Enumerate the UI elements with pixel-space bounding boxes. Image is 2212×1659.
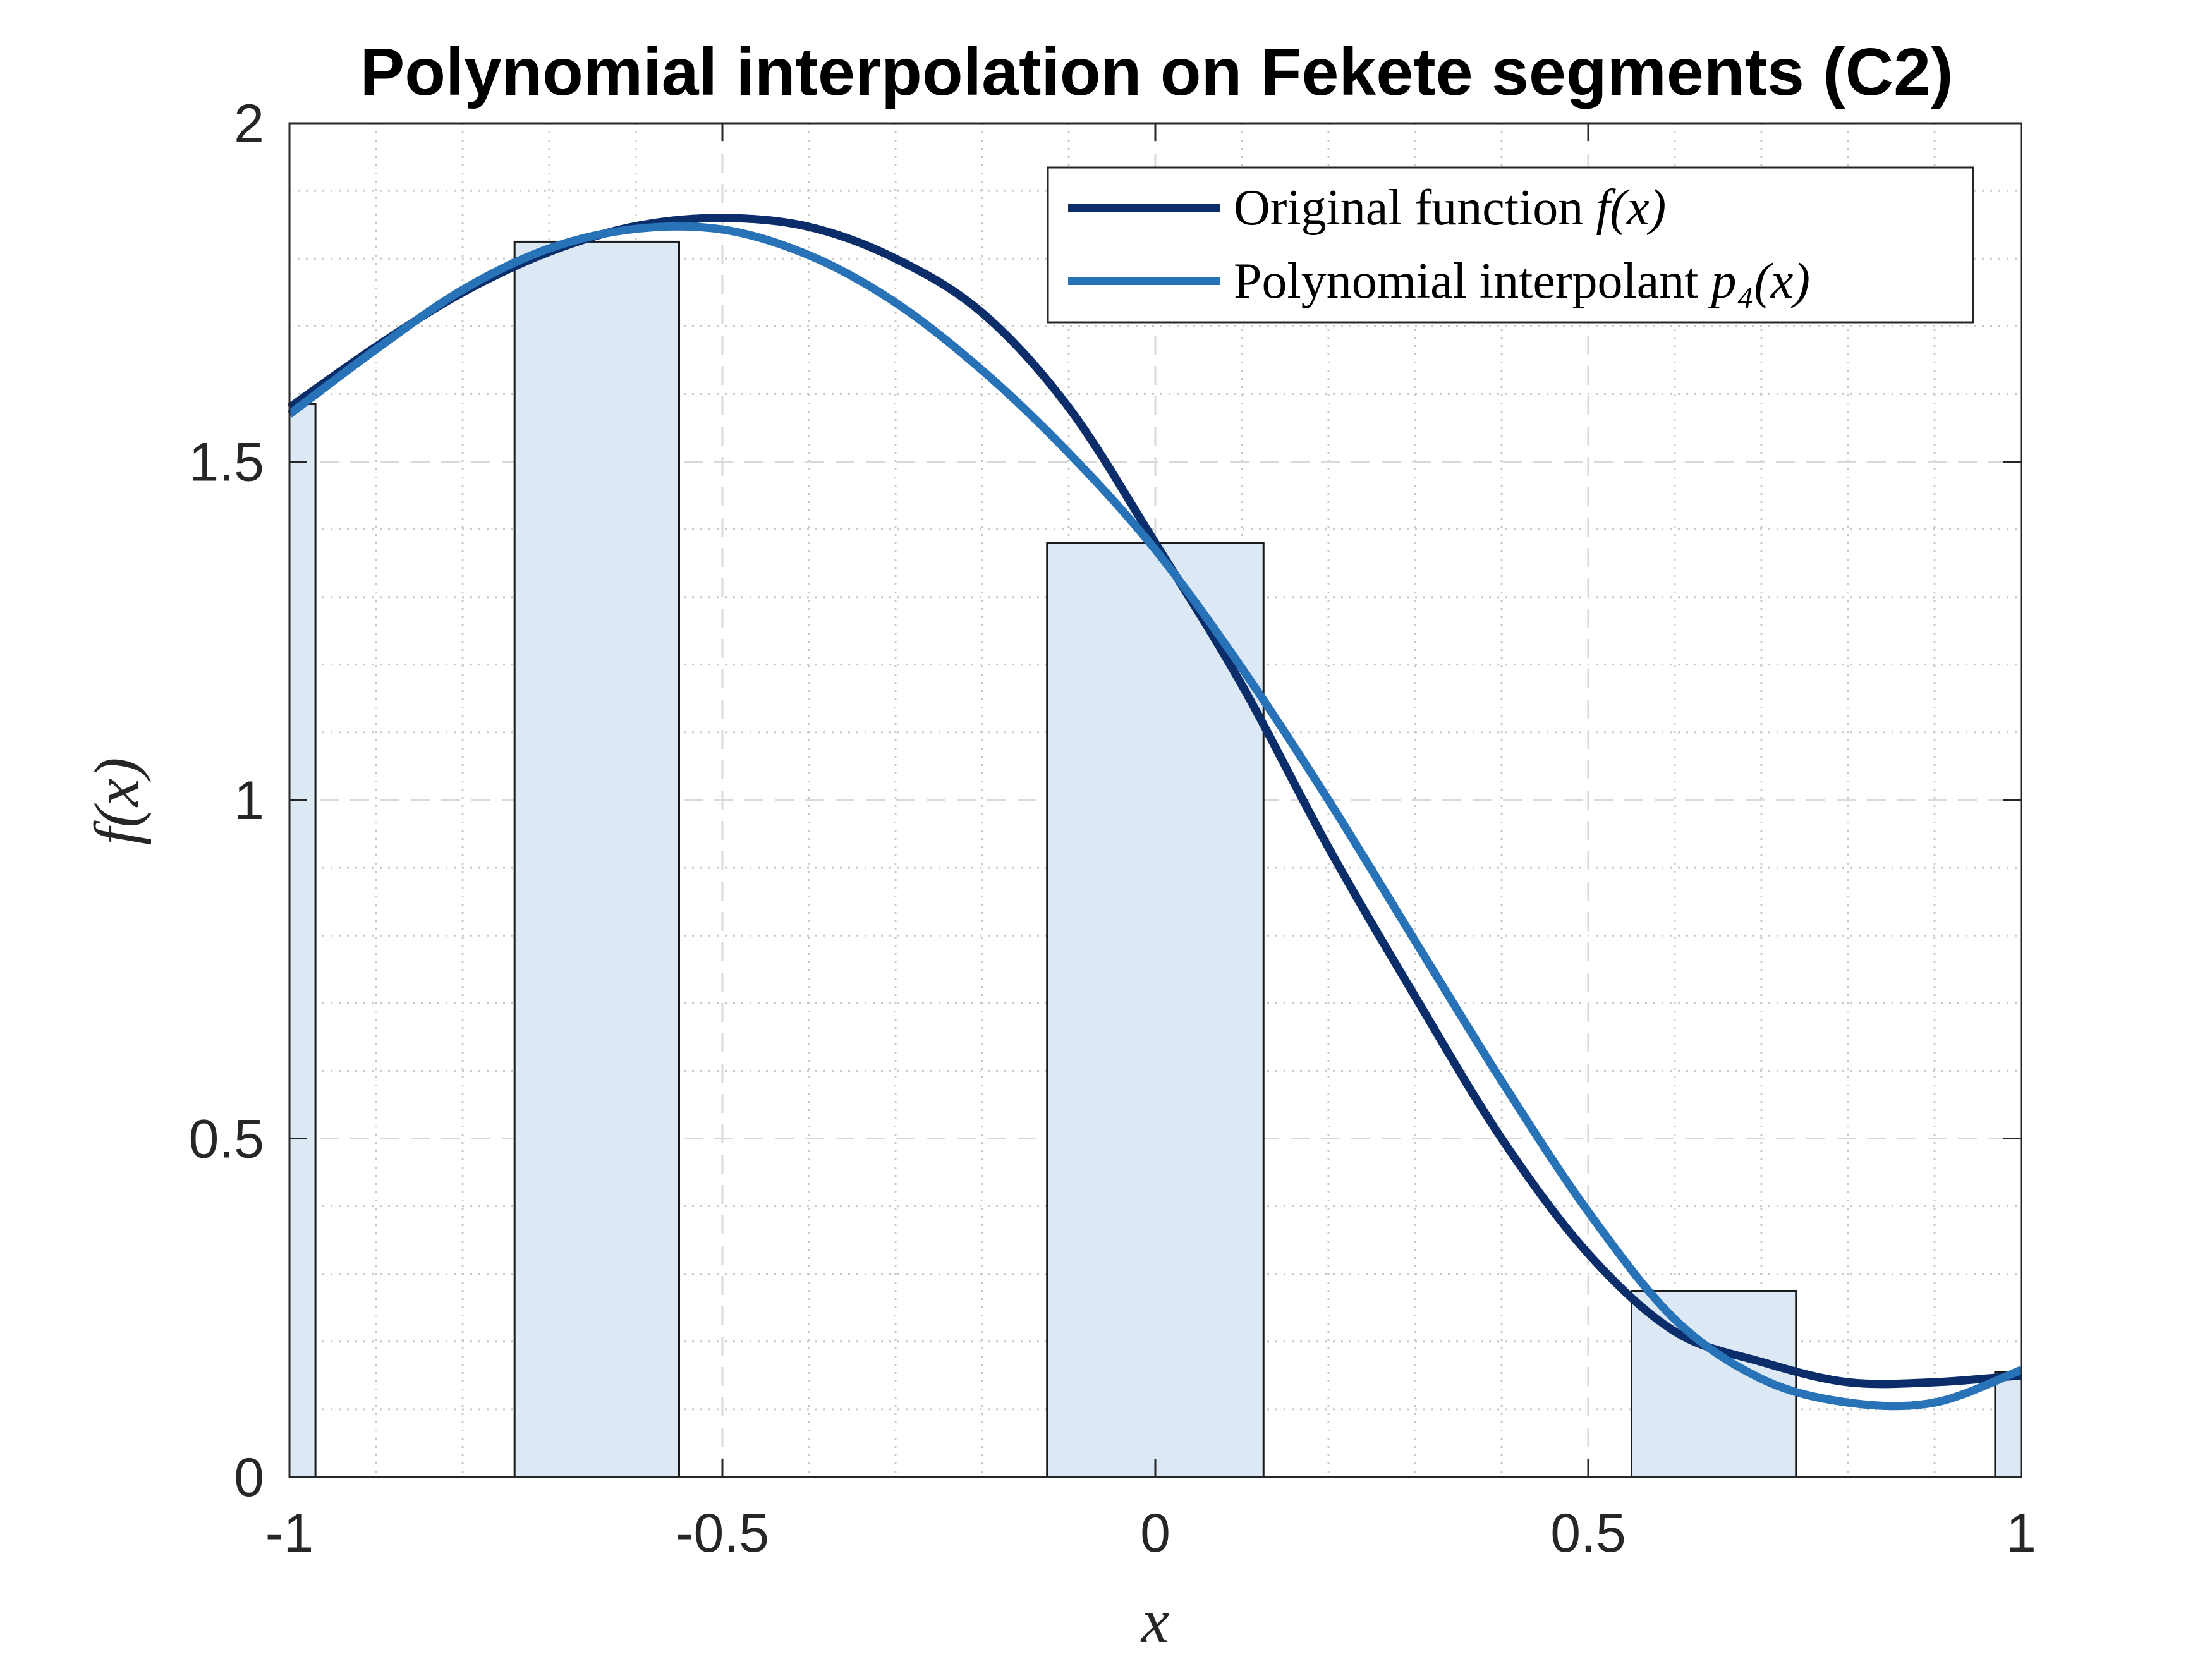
y-axis-label: f(x) [82,758,152,846]
x-tick-label: 0 [1140,1503,1170,1564]
legend-label-interpolant: Polynomial interpolant p₄(x) [1234,253,1810,309]
segment-bar-4 [1994,1371,2022,1478]
x-axis-label: x [1140,1586,1169,1656]
y-tick-label: 1 [234,770,264,831]
series-line-interpolant [287,222,2023,1411]
chart-title: Polynomial interpolation on Fekete segme… [360,35,1954,109]
segment-bar-2 [1046,542,1265,1478]
legend: Original function f(x) Polynomial interp… [1047,166,1974,324]
axes-layer [288,122,2022,1478]
y-tick-label: 1.5 [188,432,264,493]
x-tick-label: -0.5 [676,1503,769,1564]
legend-box [1047,166,1974,324]
y-tick-label: 2 [234,94,264,154]
x-tick-label: 1 [2006,1503,2036,1564]
legend-label-original: Original function f(x) [1234,180,1666,236]
segment-bar-0 [288,403,317,1478]
tick-label-layer: -1 -0.5 0 0.5 1 0 0.5 1 1.5 2 [188,94,2036,1564]
line-layer [287,214,2023,1411]
y-tick-label: 0 [234,1447,264,1508]
x-tick-label: 0.5 [1550,1503,1626,1564]
x-tick-label: -1 [265,1503,313,1564]
y-tick-label: 0.5 [188,1109,264,1170]
segment-bar-1 [513,240,680,1478]
